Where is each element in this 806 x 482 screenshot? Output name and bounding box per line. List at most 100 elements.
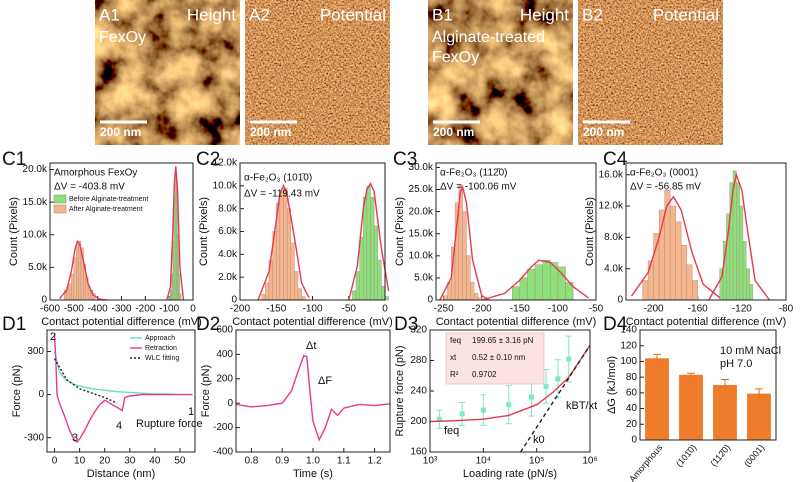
series-line <box>257 183 310 301</box>
legend-label: WLC fitting <box>145 355 179 362</box>
y-tick-label: 0 <box>617 295 623 306</box>
histogram-bar <box>265 282 270 301</box>
series-line <box>429 344 591 423</box>
y-tick-label: 12.0k <box>213 158 238 169</box>
error-bar <box>721 379 729 391</box>
histogram-bar <box>519 277 528 301</box>
histogram-bar <box>384 296 389 301</box>
plot-frame <box>625 162 787 301</box>
histogram-bar <box>359 237 364 301</box>
histogram-bar <box>664 190 671 301</box>
x-axis-label: Distance (nm) <box>87 468 155 480</box>
x-tick-label: 10 <box>74 456 86 467</box>
series-line <box>58 239 108 301</box>
x-tick-label: 20 <box>99 456 111 467</box>
histogram-bar <box>352 290 357 301</box>
y-axis-label: ΔG (kJ/mol) <box>606 356 618 414</box>
legend-label: After Alginate-treatment <box>69 206 143 213</box>
series-line <box>708 172 770 301</box>
panel-label: A2 <box>249 5 270 24</box>
error-bar <box>687 372 695 377</box>
point <box>480 407 486 413</box>
bar <box>747 393 771 440</box>
scale-label: 200 nm <box>100 125 141 139</box>
histogram-bar <box>283 187 288 301</box>
x-tick-label: -250 <box>434 304 454 315</box>
histogram-bar <box>443 295 448 301</box>
point <box>528 394 534 400</box>
x-tick-label: -50 <box>342 304 357 315</box>
chart-title: α-Fe₂O₃ (101̄0) <box>244 173 312 184</box>
plot-frame <box>235 329 391 453</box>
y-tick-label: 20.0k <box>409 206 434 217</box>
x-tick-label: -600 <box>40 304 60 315</box>
x-tick-label: -160 <box>688 304 708 315</box>
x-axis-label: Contact potential difference (mV) <box>41 316 202 328</box>
scale-label: 200 nm <box>250 125 291 139</box>
x-tick-label: 10⁵ <box>529 456 544 467</box>
y-tick-label: 12.0k <box>599 201 624 212</box>
legend-label: Approach <box>145 335 175 342</box>
annotation: ΔV = -100.06 mV <box>440 182 517 193</box>
y-axis-label: Count (Pixels) <box>584 197 596 266</box>
panel-label: C2 <box>196 149 220 170</box>
y-axis-label: Force (pN) <box>200 365 212 418</box>
x-tick-label: -300 <box>111 304 131 315</box>
table-cell: 0.9702 <box>472 370 497 379</box>
histogram-bar <box>355 271 360 301</box>
plot-frame <box>46 329 196 453</box>
y-tick-label: 25.0k <box>409 184 434 195</box>
x-tick-label: 10⁶ <box>582 456 597 467</box>
histogram-bar <box>680 244 687 301</box>
annotation: Rupture force <box>136 418 203 430</box>
histogram-bar <box>736 182 740 301</box>
histogram-bar <box>76 244 79 301</box>
annotation: 10 mM NaCl <box>720 345 781 357</box>
image-title: Height <box>187 5 236 24</box>
x-tick-label: Amorphous <box>627 442 665 482</box>
histogram-bar <box>301 296 306 301</box>
scale-label: 200 nm <box>433 125 474 139</box>
x-tick-label: -100 <box>302 304 322 315</box>
y-tick-label: 0 <box>427 295 433 306</box>
histogram-bar <box>68 283 72 301</box>
panel-label: C1 <box>2 149 26 170</box>
x-tick-label: -500 <box>64 304 84 315</box>
plot-frame <box>239 162 386 301</box>
x-tick-label: -100 <box>159 304 179 315</box>
x-axis-label: Contact potential difference (mV) <box>626 316 787 328</box>
point <box>566 356 572 362</box>
x-tick-label: -400 <box>88 304 108 315</box>
x-tick-label: 0 <box>382 304 388 315</box>
y-axis-label: Count (Pixels) <box>394 197 406 266</box>
annotation: ΔV = -56.85 mV <box>630 182 701 193</box>
histogram-bar <box>377 259 382 301</box>
x-tick-label: -120 <box>732 304 752 315</box>
annotation: 4 <box>116 420 122 432</box>
y-tick-label: -400 <box>213 447 233 458</box>
bar <box>713 385 737 440</box>
y-tick-label: 40 <box>626 403 638 414</box>
x-tick-label: -200 <box>135 304 155 315</box>
y-tick-label: 0 <box>38 389 44 400</box>
point <box>555 376 561 382</box>
histogram-bar <box>466 255 471 301</box>
histogram-bar <box>542 260 551 301</box>
x-tick-label: (0001) <box>742 442 766 468</box>
legend-swatch <box>53 194 67 204</box>
series-line <box>481 259 589 301</box>
y-tick-label: 200 <box>216 373 233 384</box>
y-axis-label: Count (Pixels) <box>8 197 20 266</box>
panel-label: C3 <box>393 149 417 170</box>
panel-label: D3 <box>394 314 418 335</box>
image-title: Height <box>520 5 569 24</box>
histogram-bar <box>749 284 754 301</box>
x-axis-label: Contact potential difference (mV) <box>232 316 393 328</box>
x-tick-label: 10³ <box>423 456 438 467</box>
x-tick-label: 50 <box>174 456 186 467</box>
histogram-bar <box>290 242 295 301</box>
series-line <box>439 185 490 301</box>
y-tick-label: 400 <box>216 349 233 360</box>
